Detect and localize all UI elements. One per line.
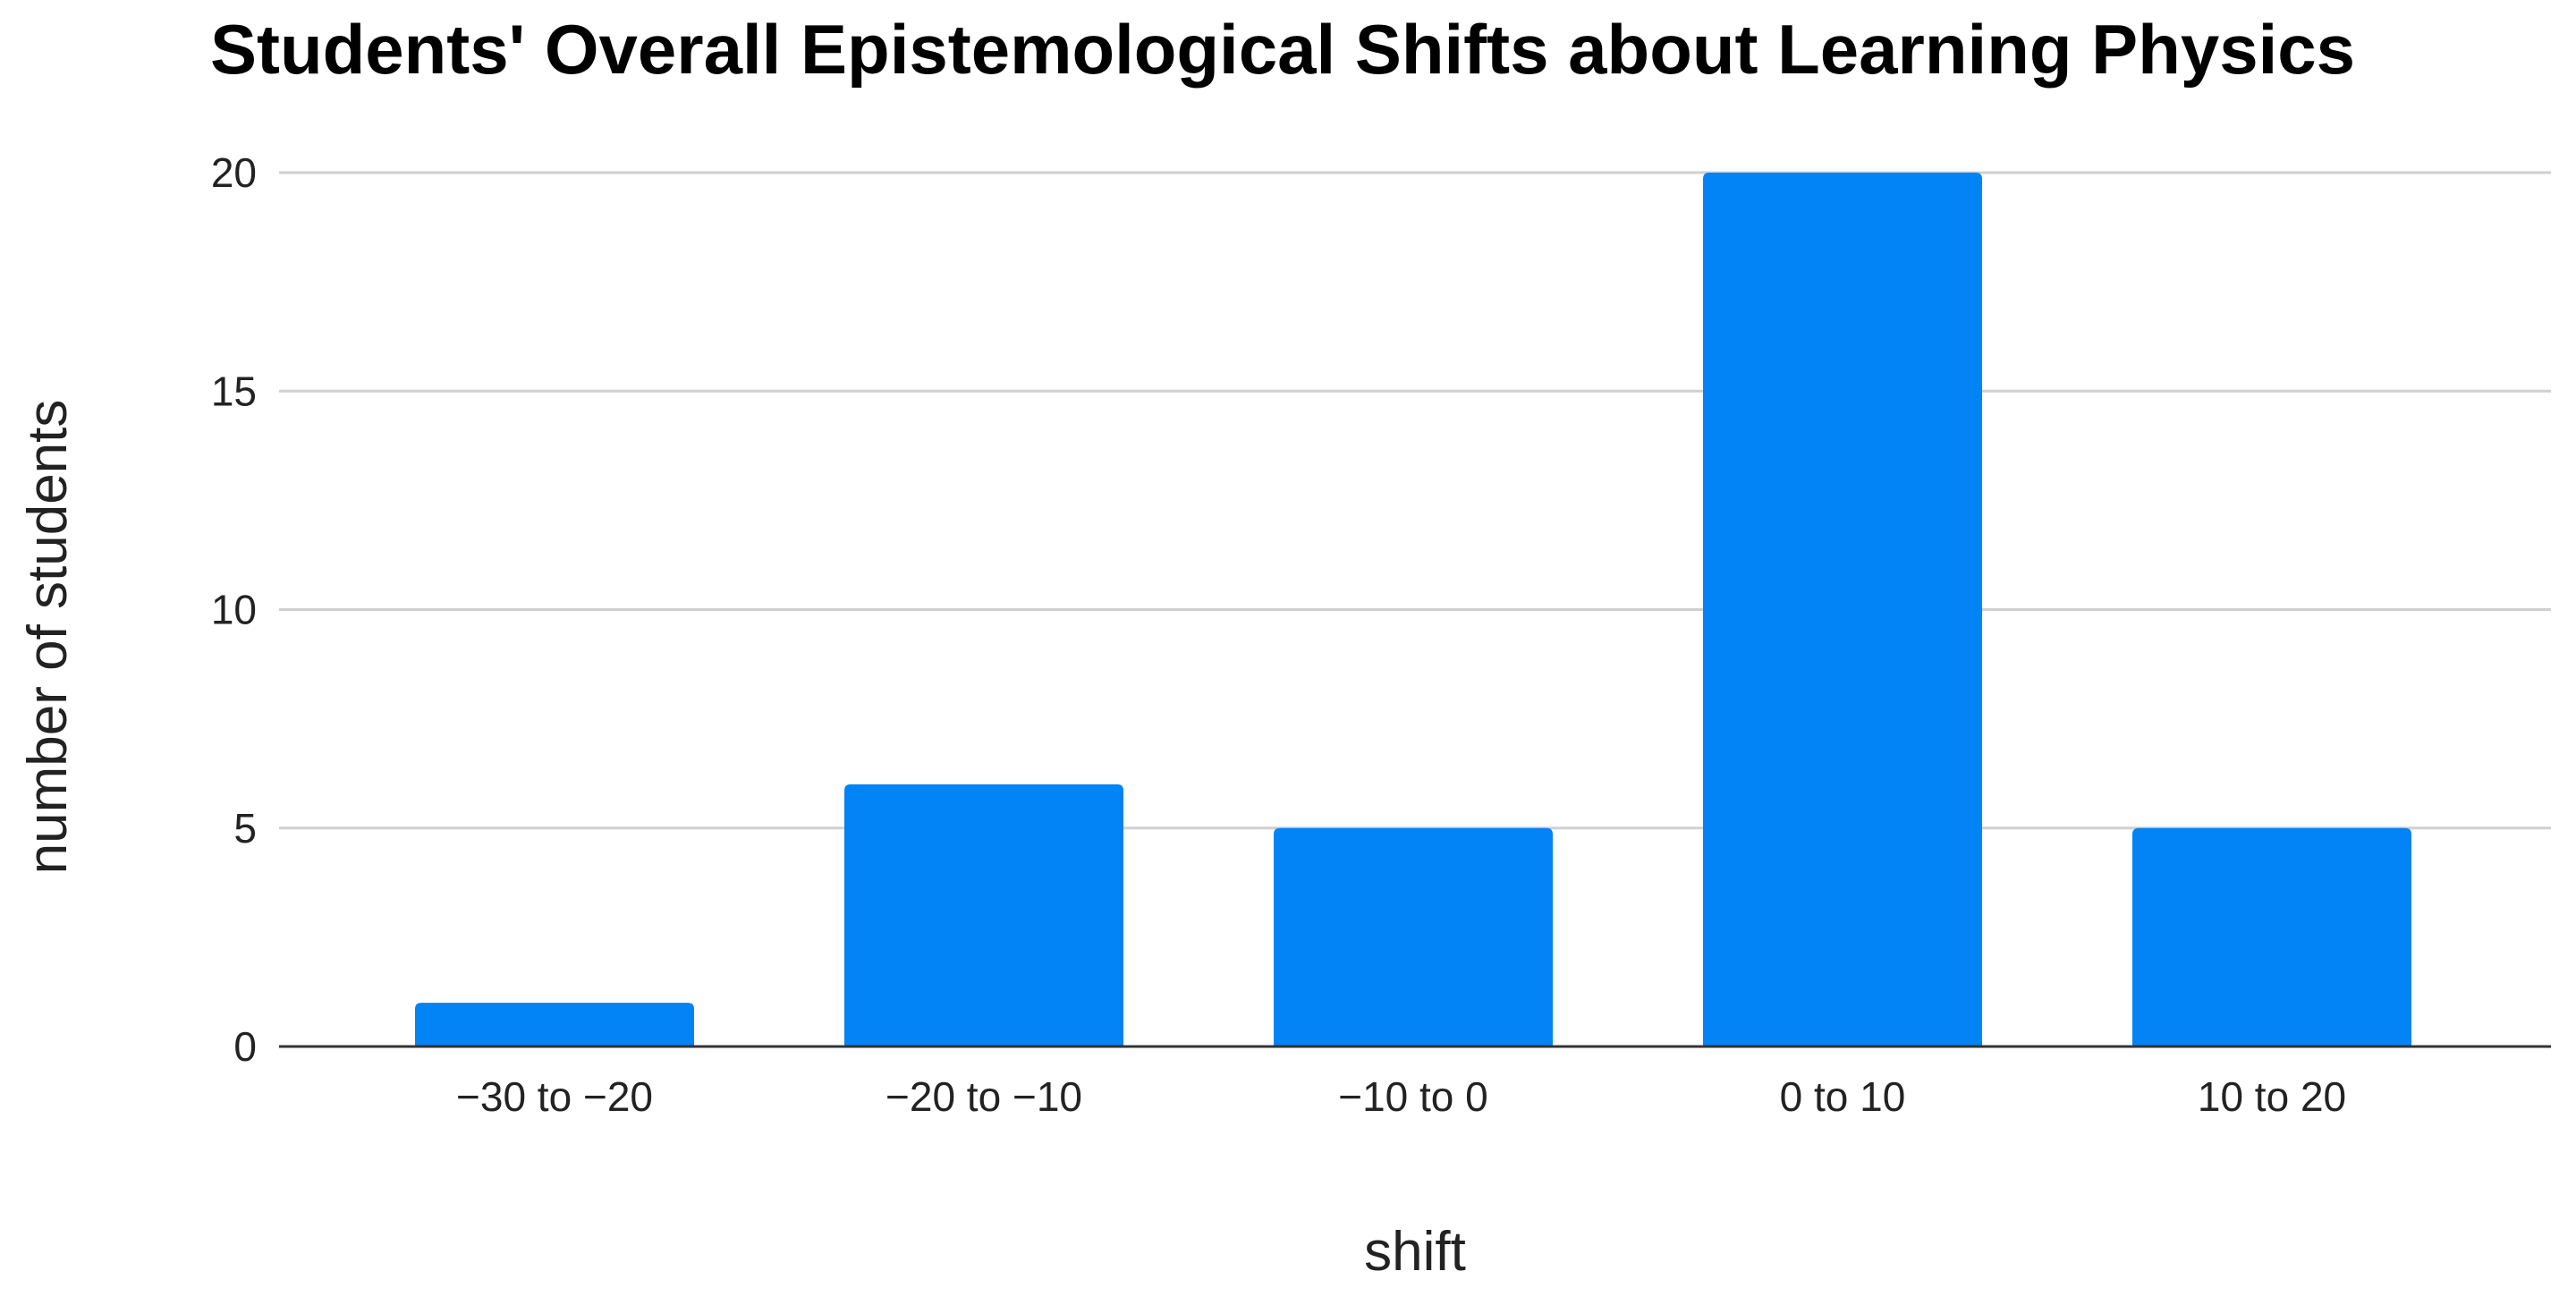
- bar: [2132, 827, 2411, 1047]
- y-tick-label: 15: [211, 368, 257, 414]
- bar: [1703, 173, 1982, 1047]
- y-tick-label: 20: [211, 149, 257, 196]
- x-tick-label: −10 to 0: [1338, 1073, 1488, 1120]
- x-tick-label: 0 to 10: [1780, 1073, 1906, 1120]
- x-axis-ticks: −30 to −20 −20 to −10 −10 to 0 0 to 10 10 to…: [456, 1073, 2346, 1120]
- y-tick-label: 10: [211, 587, 257, 633]
- bar: [844, 784, 1123, 1047]
- chart-title: Students' Overall Epistemological Shifts…: [210, 10, 2355, 89]
- bars: [415, 173, 2411, 1047]
- x-axis-label: shift: [1364, 1221, 1466, 1283]
- y-tick-label: 0: [233, 1023, 257, 1070]
- bar: [415, 1003, 694, 1047]
- x-tick-label: −20 to −10: [886, 1073, 1082, 1120]
- gridlines: [279, 171, 2551, 830]
- bar: [1274, 827, 1553, 1047]
- x-tick-label: −30 to −20: [456, 1073, 653, 1120]
- y-axis-ticks: 0 5 10 15 20: [211, 149, 257, 1070]
- y-axis-label: number of students: [17, 400, 79, 875]
- x-tick-label: 10 to 20: [2198, 1073, 2346, 1120]
- y-tick-label: 5: [233, 805, 257, 852]
